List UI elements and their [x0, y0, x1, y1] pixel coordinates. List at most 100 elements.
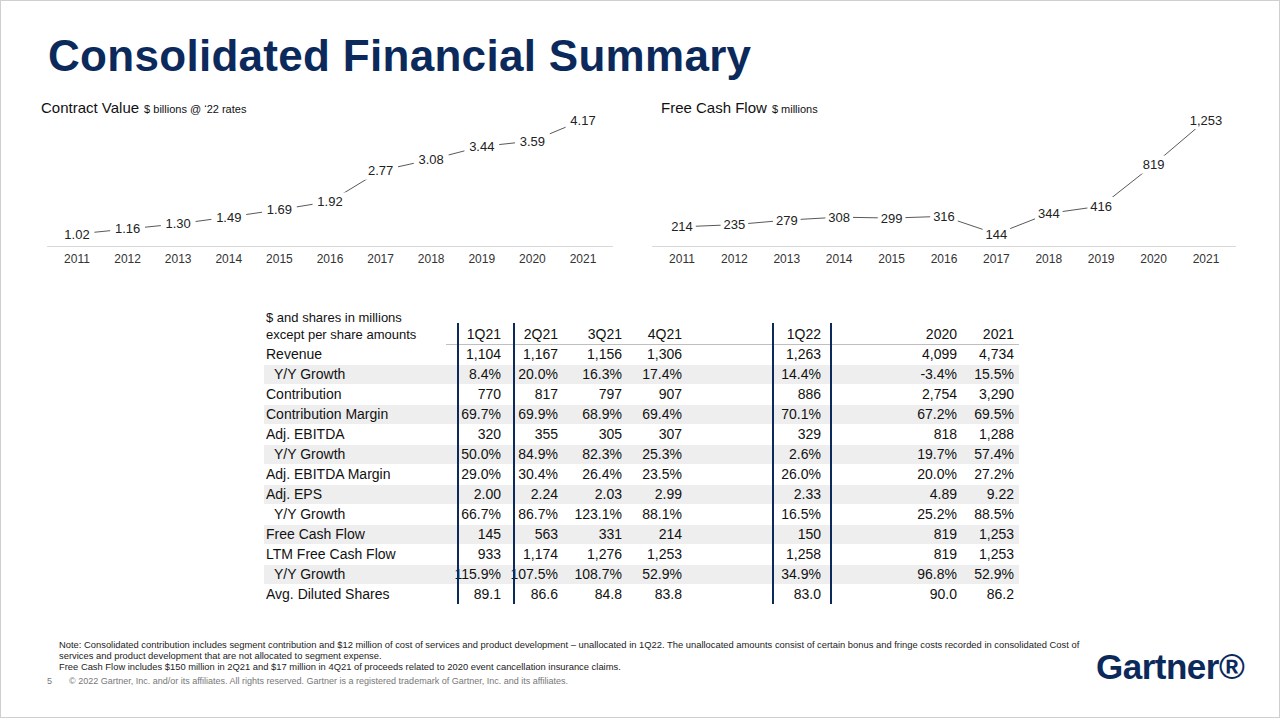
html-text:4Q21: 4Q21: [647, 326, 682, 342]
svg-text:2019: 2019: [468, 252, 495, 266]
html-text:Free Cash Flow $ millions: Free Cash Flow $ millions: [661, 99, 818, 116]
svg-text:1.69: 1.69: [267, 202, 292, 217]
svg-text:2014: 2014: [215, 252, 242, 266]
svg-text:4.17: 4.17: [570, 113, 595, 128]
html-text:Revenue: Revenue: [266, 346, 322, 362]
html-text:Y/Y Growth: Y/Y Growth: [274, 366, 346, 382]
html-text:Consolidated Financial Summary: Consolidated Financial Summary: [48, 31, 752, 80]
svg-text:299: 299: [881, 211, 903, 226]
html-text:1,263: 1,263: [786, 346, 821, 362]
svg-text:279: 279: [776, 213, 798, 228]
html-text:1,167: 1,167: [523, 346, 558, 362]
svg-text:2021: 2021: [1193, 252, 1220, 266]
html-text:50.0%: 50.0%: [461, 446, 501, 462]
svg-text:2019: 2019: [1088, 252, 1115, 266]
svg-text:144: 144: [986, 227, 1008, 242]
svg-text:2016: 2016: [317, 252, 344, 266]
svg-text:2011: 2011: [669, 252, 695, 266]
html-text:2Q21: 2Q21: [523, 326, 558, 342]
svg-text:416: 416: [1090, 199, 1112, 214]
svg-text:2018: 2018: [1035, 252, 1062, 266]
svg-text:2012: 2012: [721, 252, 748, 266]
svg-text:1.16: 1.16: [115, 221, 140, 236]
svg-text:2020: 2020: [519, 252, 546, 266]
svg-text:344: 344: [1038, 206, 1060, 221]
html-text:15.5%: 15.5%: [974, 366, 1014, 382]
html-text:355: 355: [534, 426, 558, 442]
html-text:84.9%: 84.9%: [518, 446, 558, 462]
html-text:1,104: 1,104: [466, 346, 501, 362]
html-text:82.3%: 82.3%: [582, 446, 622, 462]
html-text:1,156: 1,156: [587, 346, 622, 362]
html-text:2020: 2020: [925, 326, 957, 342]
html-text:3,290: 3,290: [979, 386, 1014, 402]
svg-text:308: 308: [828, 210, 850, 225]
html-text:70.1%: 70.1%: [781, 406, 821, 422]
html-text:Contract Value $ billions @ ‘2: Contract Value $ billions @ ‘22 rates: [41, 99, 247, 116]
html-text:67.2%: 67.2%: [917, 406, 957, 422]
html-text:817: 817: [534, 386, 558, 402]
svg-text:235: 235: [724, 217, 746, 232]
html-text:-3.4%: -3.4%: [920, 366, 957, 382]
html-text:25.3%: 25.3%: [642, 446, 682, 462]
svg-text:819: 819: [1143, 157, 1165, 172]
svg-text:214: 214: [671, 219, 693, 234]
html-text:3Q21: 3Q21: [587, 326, 622, 342]
html-text:818: 818: [933, 426, 957, 442]
html-text:17.4%: 17.4%: [642, 366, 682, 382]
html-text:69.9%: 69.9%: [518, 406, 558, 422]
html-text:770: 770: [477, 386, 501, 402]
html-text:307: 307: [658, 426, 682, 442]
svg-text:1,253: 1,253: [1190, 113, 1223, 128]
svg-text:2015: 2015: [878, 252, 905, 266]
svg-text:3.44: 3.44: [469, 139, 494, 154]
html-text:Y/Y Growth: Y/Y Growth: [274, 446, 346, 462]
svg-text:2021: 2021: [570, 252, 597, 266]
svg-text:2018: 2018: [418, 252, 445, 266]
html-text:305: 305: [598, 426, 622, 442]
svg-text:1.92: 1.92: [317, 194, 342, 209]
svg-text:2012: 2012: [114, 252, 141, 266]
html-text:1,306: 1,306: [647, 346, 682, 362]
html-text:Contribution: Contribution: [266, 386, 342, 402]
svg-text:2020: 2020: [1140, 252, 1167, 266]
svg-text:1.02: 1.02: [64, 227, 89, 242]
html-text:320: 320: [477, 426, 501, 442]
html-text:69.7%: 69.7%: [461, 406, 501, 422]
html-text:14.4%: 14.4%: [781, 366, 821, 382]
html-text:329: 329: [797, 426, 821, 442]
html-text:1Q22: 1Q22: [786, 326, 821, 342]
svg-text:2014: 2014: [826, 252, 853, 266]
html-text:1,288: 1,288: [979, 426, 1014, 442]
html-text:4,734: 4,734: [979, 346, 1014, 362]
svg-text:2017: 2017: [983, 252, 1010, 266]
html-text:Contribution Margin: Contribution Margin: [266, 406, 389, 422]
svg-text:2013: 2013: [165, 252, 192, 266]
svg-text:3.08: 3.08: [419, 152, 444, 167]
html-text:16.3%: 16.3%: [582, 366, 622, 382]
svg-text:2.77: 2.77: [368, 163, 393, 178]
html-text:8.4%: 8.4%: [469, 366, 501, 382]
svg-text:2013: 2013: [773, 252, 800, 266]
html-text:1Q21: 1Q21: [466, 326, 501, 342]
svg-text:1.49: 1.49: [216, 210, 241, 225]
html-text:20.0%: 20.0%: [518, 366, 558, 382]
html-text:2021: 2021: [982, 326, 1014, 342]
html-text:4,099: 4,099: [922, 346, 957, 362]
html-text:69.5%: 69.5%: [974, 406, 1014, 422]
svg-text:2011: 2011: [64, 252, 90, 266]
svg-text:316: 316: [933, 209, 955, 224]
html-text:Gartner®: Gartner®: [1096, 647, 1245, 686]
html-text:Adj. EBITDA: Adj. EBITDA: [266, 426, 345, 442]
svg-text:2017: 2017: [367, 252, 394, 266]
html-text:69.4%: 69.4%: [642, 406, 682, 422]
svg-text:1.30: 1.30: [166, 216, 191, 231]
html-text:886: 886: [797, 386, 821, 402]
svg-text:2016: 2016: [931, 252, 958, 266]
svg-text:3.59: 3.59: [520, 134, 545, 149]
html-text:68.9%: 68.9%: [582, 406, 622, 422]
html-text:907: 907: [658, 386, 682, 402]
svg-text:2015: 2015: [266, 252, 293, 266]
html-text:797: 797: [598, 386, 622, 402]
html-text:2,754: 2,754: [922, 386, 957, 402]
